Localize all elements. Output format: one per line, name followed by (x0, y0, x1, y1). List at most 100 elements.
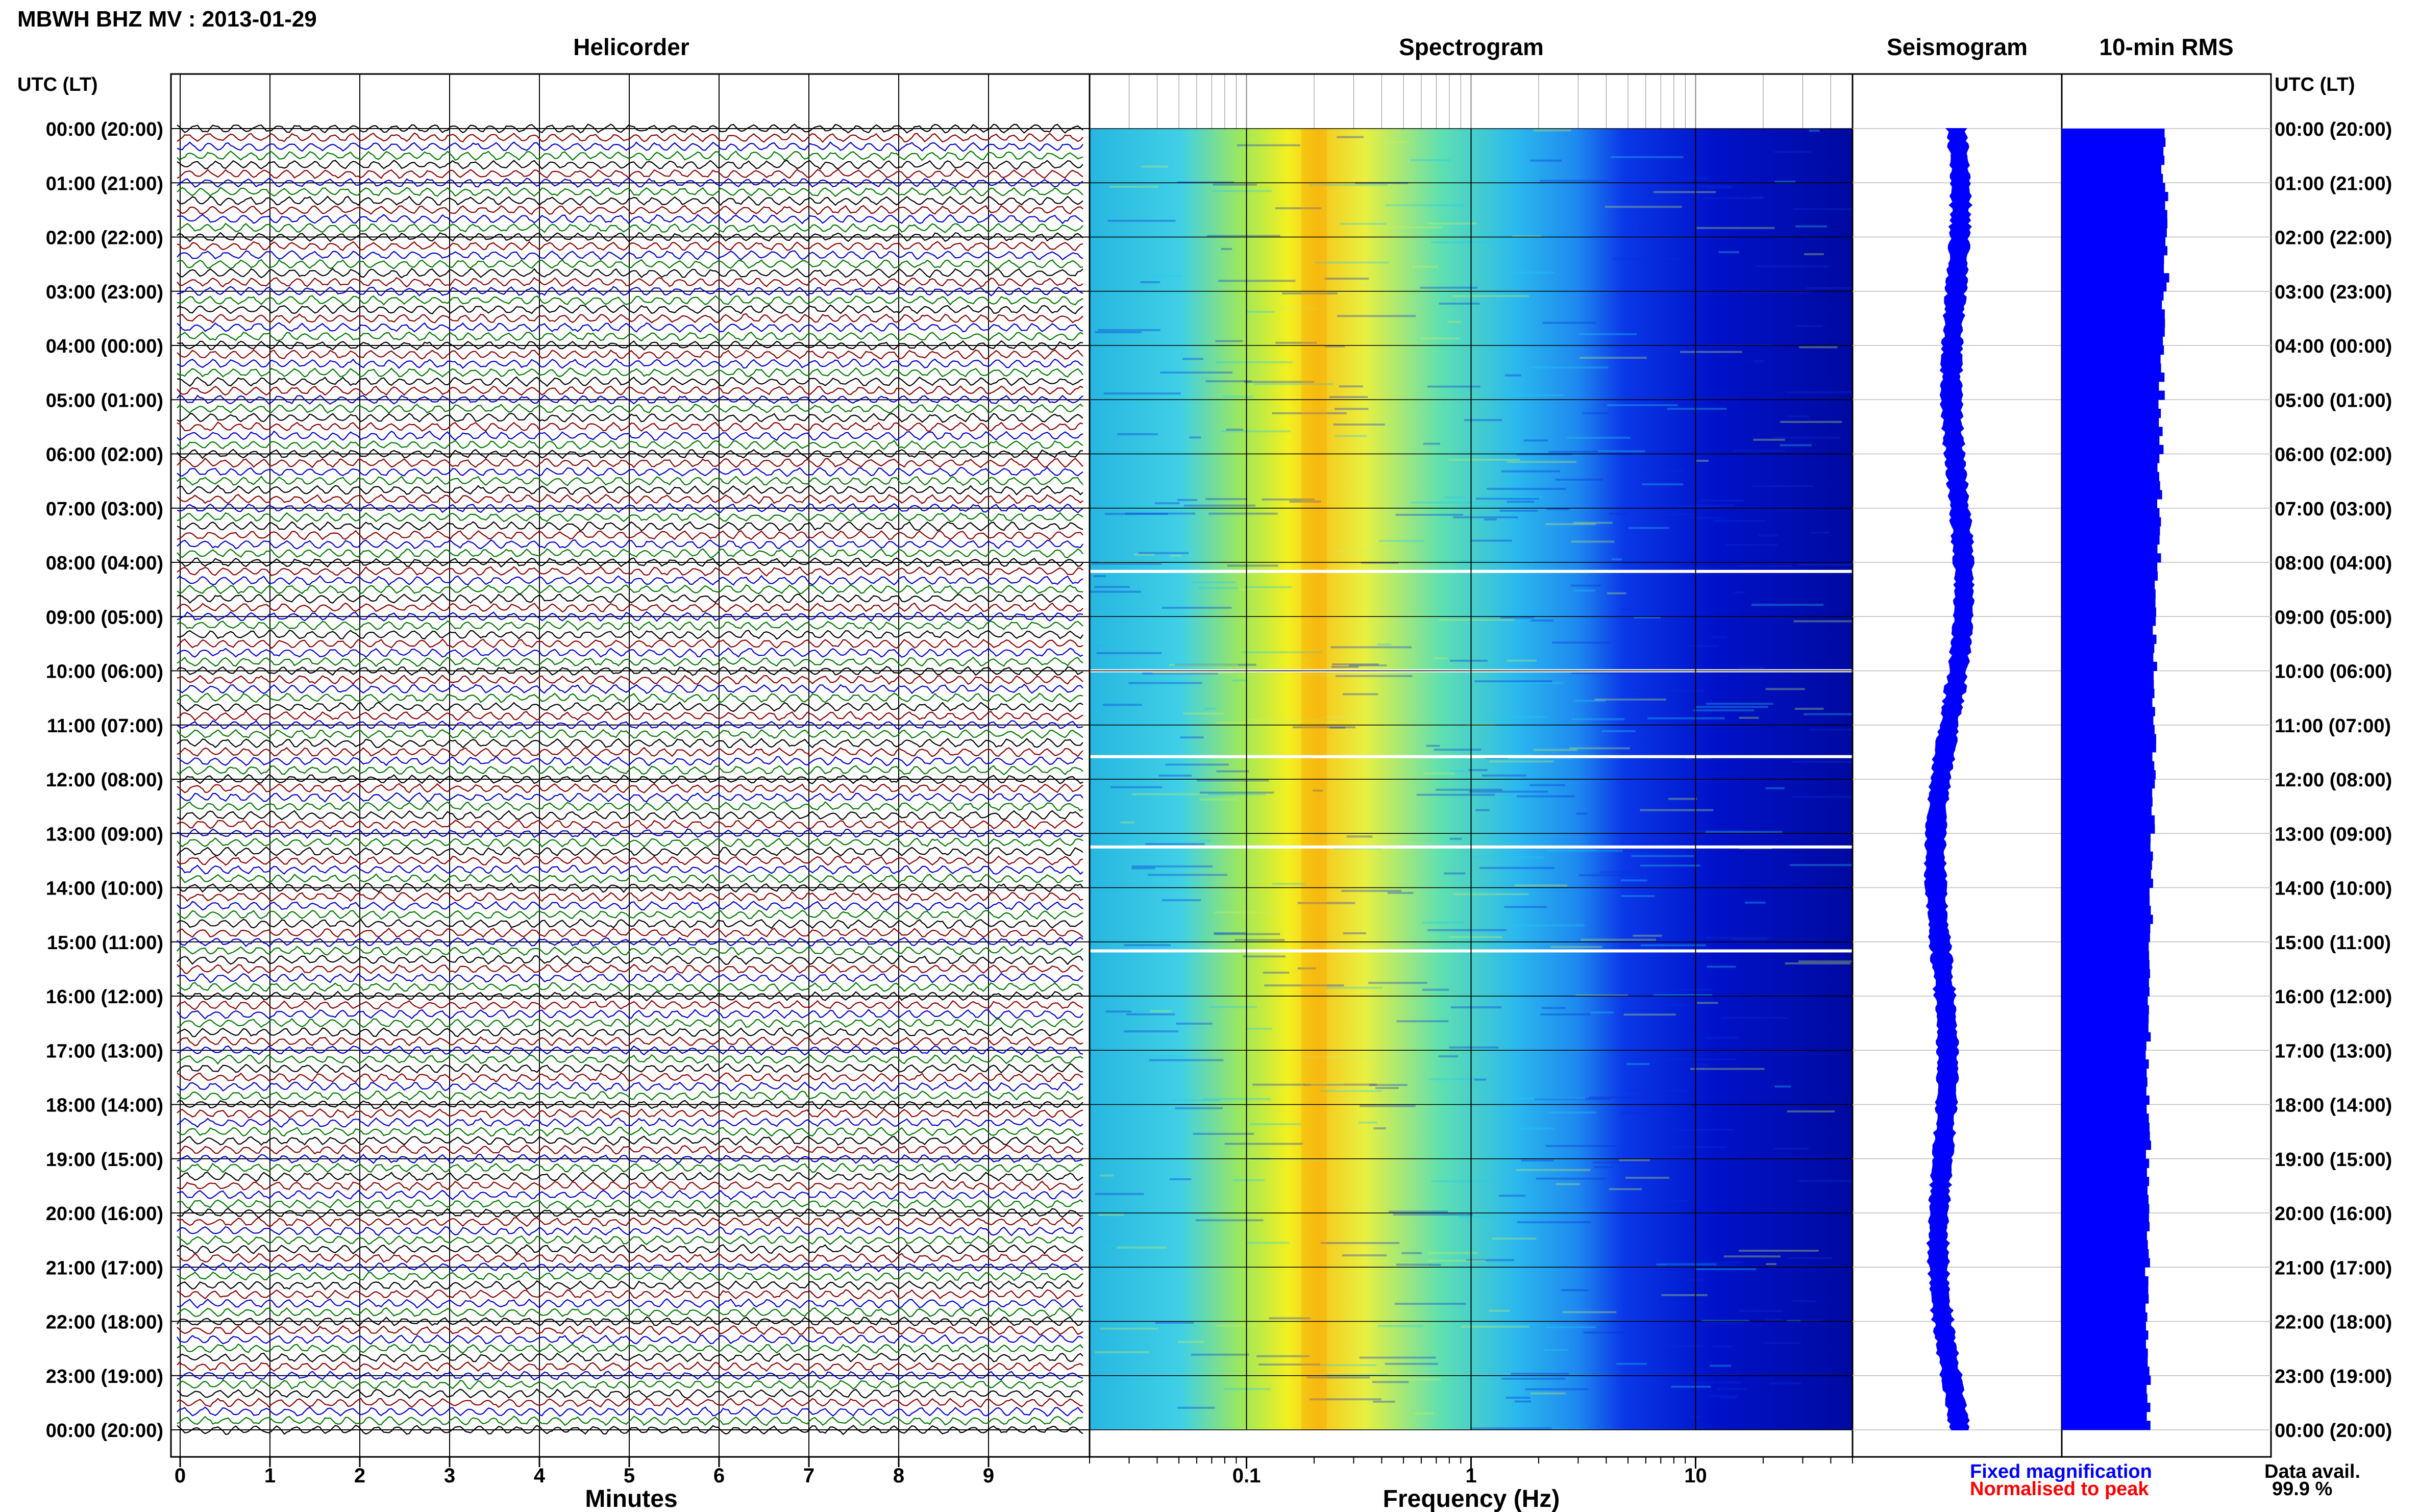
spectrogram-streak (1282, 292, 1338, 294)
rms-bar (2062, 1050, 2146, 1060)
spectrogram-streak (1197, 779, 1269, 782)
spectrogram-streak (1774, 181, 1795, 183)
rms-bar (2062, 671, 2154, 680)
spectrogram-streak (1507, 659, 1537, 662)
spectrogram-streak (1142, 672, 1218, 675)
spectrogram-streak (1094, 586, 1130, 588)
helicorder-trace (177, 349, 1083, 360)
spectrogram-streak (1216, 770, 1249, 773)
time-label-right: 22:00 (18:00) (2275, 1312, 2392, 1333)
spectrogram-streak (1378, 540, 1425, 542)
spectrogram-streak (1377, 1325, 1423, 1327)
rms-bar (2062, 996, 2148, 1006)
helicorder-trace (177, 1280, 1083, 1291)
helicorder-x-ticks: 0 1 2 3 4 5 6 7 8 9 (175, 1457, 994, 1487)
helicorder-trace (177, 1361, 1083, 1372)
rms-bar (2062, 327, 2165, 337)
spectrogram-streak (1196, 793, 1266, 796)
rms-bar (2062, 933, 2150, 943)
helicorder-trace (177, 259, 1083, 269)
helicorder-trace (177, 1045, 1083, 1056)
rms-bar (2062, 1321, 2146, 1331)
spectrogram-streak (1369, 1084, 1408, 1086)
spectrogram-streak (1720, 1397, 1737, 1399)
spectrogram-streak (1621, 1112, 1674, 1114)
rms-bar (2062, 1014, 2149, 1024)
helicorder-trace (177, 1334, 1083, 1345)
spectrogram-streak (1324, 345, 1345, 348)
spectrogram-streak (1450, 1006, 1502, 1008)
rms-bar (2062, 924, 2151, 933)
rms-bar (2062, 634, 2157, 644)
rms-bar (2062, 1421, 2151, 1430)
spectrogram-streak (1555, 478, 1603, 481)
spectrogram-streak (1625, 1177, 1669, 1179)
rms-bar (2062, 390, 2165, 400)
rms-bar (2062, 309, 2165, 319)
spectrogram-streak (1774, 151, 1812, 153)
rms-bar (2062, 1357, 2148, 1367)
time-label-right: 17:00 (13:00) (2275, 1040, 2392, 1062)
spectrogram-streak (1634, 616, 1661, 619)
time-label-left: 10:00 (06:00) (46, 661, 163, 683)
spectrogram-streak (1753, 438, 1785, 441)
spectrogram-streak (1644, 469, 1685, 472)
time-label-left: 06:00 (02:00) (46, 444, 163, 466)
spectrogram-streak (1611, 558, 1622, 561)
spectrogram-streak (1199, 798, 1238, 801)
spectrogram-streak (1215, 340, 1243, 342)
spectrogram-streak (1507, 501, 1535, 503)
spectrogram-streak (1642, 483, 1684, 486)
tz-label-right: UTC (LT) (2275, 74, 2355, 95)
spectrogram-streak (1474, 1078, 1487, 1081)
spectrogram-streak (1420, 337, 1460, 340)
helicorder-trace (177, 376, 1083, 387)
spectrogram-streak (1100, 1174, 1114, 1177)
time-label-right: 02:00 (22:00) (2275, 228, 2392, 249)
spectrogram-streak (1158, 774, 1192, 777)
spectrogram-streak (1541, 1007, 1566, 1009)
helicorder-trace (177, 412, 1083, 423)
spectrogram-streak (1809, 130, 1820, 132)
helicorder-trace (177, 792, 1083, 803)
rms-bar (2062, 1113, 2149, 1123)
time-label-left: 08:00 (04:00) (46, 553, 163, 574)
spectrogram-streak (1396, 1263, 1430, 1266)
time-label-left: 09:00 (05:00) (46, 607, 163, 628)
spectrogram-streak (1177, 181, 1234, 184)
spectrogram-streak (1428, 1078, 1493, 1080)
helicorder-trace (177, 575, 1083, 586)
rms-bar (2062, 824, 2155, 834)
spectrogram-streak (1633, 934, 1662, 937)
spectrogram-streak (1100, 1327, 1158, 1330)
rms-bar (2062, 941, 2149, 951)
helicorder-trace (177, 1008, 1083, 1020)
spectrogram-streak (1175, 1107, 1223, 1109)
spectrogram-streak (1548, 1111, 1596, 1114)
helicorder-trace (177, 620, 1083, 631)
rms-bar (2062, 363, 2161, 373)
spectrogram-streak (1473, 504, 1488, 507)
time-label-left: 04:00 (00:00) (46, 336, 163, 357)
helicorder-trace (177, 159, 1083, 170)
spectrogram-streak (1795, 325, 1823, 327)
rms-bar (2062, 219, 2167, 229)
spectrogram-streak (1177, 1341, 1204, 1343)
spectrogram-streak (1799, 346, 1838, 349)
spectrogram-streak (1676, 505, 1735, 507)
spectrogram-streak (1804, 253, 1824, 256)
spectrogram-streak (1427, 385, 1480, 388)
spectrogram-streak (1806, 287, 1878, 289)
spectrogram-streak (1791, 1300, 1817, 1302)
spectrogram-streak (1738, 666, 1764, 669)
spectrogram-streak (1335, 675, 1413, 677)
spectrogram-streak (1640, 809, 1714, 811)
spectrogram-streak (1545, 523, 1596, 526)
spectrogram-streak (1581, 938, 1656, 941)
helicorder-trace (177, 268, 1083, 279)
spectrogram-streak (1373, 1127, 1386, 1130)
spectrogram-streak (1239, 588, 1274, 591)
spectrogram-streak (1649, 1345, 1702, 1347)
spectrogram-streak (1150, 1010, 1172, 1012)
spectrogram-streak (1653, 994, 1713, 997)
